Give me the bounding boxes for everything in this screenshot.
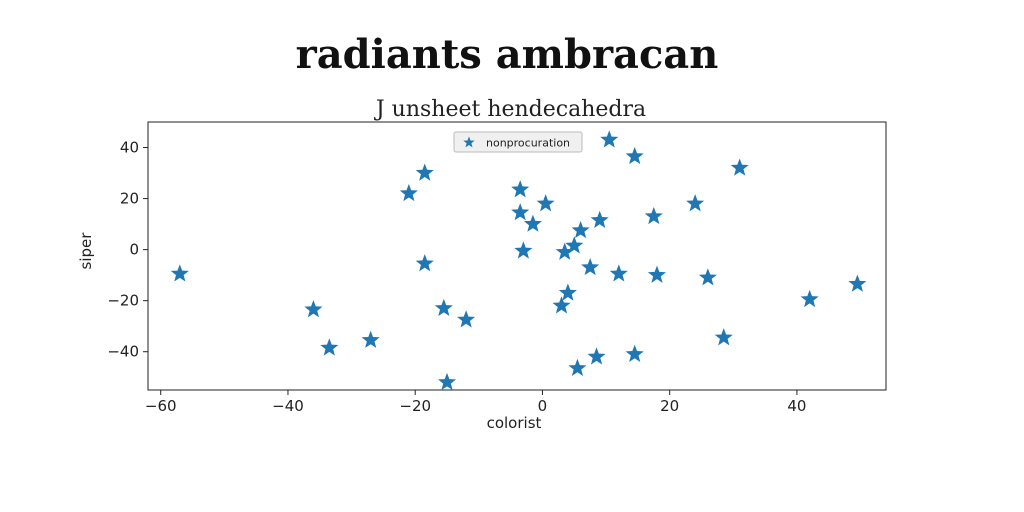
legend-label-nonprocuration: nonprocuration xyxy=(486,137,570,150)
series-nonprocuration-points xyxy=(170,130,867,391)
y-axis-ticks: −40 −20 0 20 40 xyxy=(107,139,148,361)
legend-star-marker xyxy=(463,136,475,148)
data-point-star xyxy=(558,283,577,301)
data-point-star xyxy=(571,220,590,239)
x-tick-label: −40 xyxy=(272,397,304,415)
y-tick-label: 40 xyxy=(120,139,139,157)
data-point-star xyxy=(170,264,189,282)
y-tick-label: −40 xyxy=(107,343,139,361)
y-tick-label: 20 xyxy=(120,190,139,208)
data-point-star xyxy=(647,265,666,283)
data-point-star xyxy=(320,338,339,356)
data-point-star xyxy=(686,194,705,212)
data-point-star xyxy=(730,158,749,176)
data-point-star xyxy=(555,242,574,260)
data-point-star xyxy=(714,328,733,346)
data-point-star xyxy=(590,210,609,228)
chart-title: radiants ambracan xyxy=(296,31,719,78)
y-tick-label: 0 xyxy=(129,241,139,259)
data-point-star xyxy=(644,206,663,225)
data-point-star xyxy=(511,180,530,198)
data-point-star xyxy=(514,241,533,259)
x-tick-label: −20 xyxy=(399,397,431,415)
legend-box xyxy=(453,131,583,153)
x-tick-label: −60 xyxy=(145,397,177,415)
data-point-star xyxy=(698,268,717,286)
data-point-star xyxy=(581,257,600,276)
legend: nonprocuration xyxy=(453,131,583,153)
x-axis-ticks: −60 −40 −20 0 20 40 xyxy=(145,390,806,415)
data-point-star xyxy=(434,298,453,317)
data-point-star xyxy=(511,203,530,221)
data-point-star xyxy=(565,236,584,254)
x-axis-label: colorist xyxy=(487,414,542,432)
data-point-star xyxy=(625,344,644,362)
x-tick-label: 0 xyxy=(538,397,548,415)
data-point-star xyxy=(415,254,434,272)
data-point-star xyxy=(587,347,606,365)
data-point-star xyxy=(457,310,476,328)
data-point-star xyxy=(600,130,619,148)
y-tick-label: −20 xyxy=(107,292,139,310)
data-point-star xyxy=(361,330,380,348)
data-point-star xyxy=(536,194,555,212)
chart-subtitle: J unsheet hendecahedra xyxy=(374,97,646,122)
data-point-star xyxy=(437,372,457,391)
y-axis-label: siper xyxy=(77,232,95,270)
data-point-star xyxy=(304,300,323,318)
data-point-star xyxy=(568,358,587,376)
data-point-star xyxy=(552,296,571,314)
plot-area-frame xyxy=(147,121,887,391)
data-point-star xyxy=(800,289,819,308)
x-tick-label: 20 xyxy=(660,397,679,415)
data-point-star xyxy=(523,214,542,232)
data-point-star xyxy=(848,274,867,292)
x-tick-label: 40 xyxy=(787,397,806,415)
data-point-star xyxy=(625,146,644,165)
data-point-star xyxy=(399,183,418,202)
data-point-star xyxy=(415,163,434,181)
data-point-star xyxy=(609,264,628,282)
